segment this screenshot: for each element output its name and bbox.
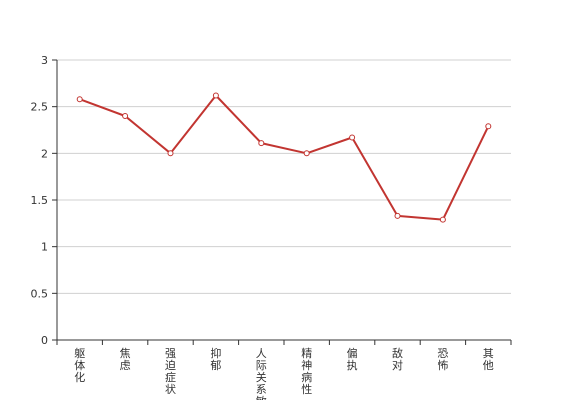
x-tick-label-7: 敌对 [392,346,403,372]
y-tick-label-2: 1 [41,241,48,254]
data-point-5[interactable] [303,150,310,157]
x-tick-label-2: 强迫症状 [165,347,176,396]
series-line-0 [79,94,490,221]
x-tick-label-6: 偏执 [347,346,358,372]
y-axis-ticks: 0 0.5 1 1.5 2 2.5 3 [31,54,57,347]
x-tick-label-4: 人际关系敏感 [256,347,267,400]
x-tick-label-9: 其他 [483,347,494,372]
y-tick-label-5: 2.5 [31,101,49,114]
data-point-7[interactable] [394,212,401,219]
data-point-6[interactable] [349,134,356,141]
data-point-1[interactable] [122,113,129,119]
x-tick-label-0: 躯体化 [74,347,85,384]
y-tick-label-6: 3 [41,54,48,67]
data-point-8[interactable] [439,216,446,223]
data-point-2[interactable] [167,150,174,157]
x-axis-ticks: 躯体化 焦虑 强迫症状 抑郁 人际关系敏感 精神病性 偏执 敌对 恐怖 其他 [56,340,512,400]
x-tick-label-1: 焦虑 [120,347,131,372]
x-tick-label-8: 恐怖 [437,347,448,372]
x-tick-label-3: 抑郁 [210,346,221,372]
data-point-3[interactable] [212,92,219,99]
y-tick-label-0: 0 [41,334,48,347]
data-point-9[interactable] [485,123,492,130]
y-tick-label-3: 1.5 [31,194,49,207]
series-group [76,92,492,223]
x-tick-label-5: 精神病性 [301,347,312,396]
y-tick-label-1: 0.5 [31,287,49,300]
data-point-4[interactable] [258,140,265,147]
y-tick-label-4: 2 [41,147,48,160]
data-point-0[interactable] [76,96,83,103]
grid-lines [57,59,511,294]
